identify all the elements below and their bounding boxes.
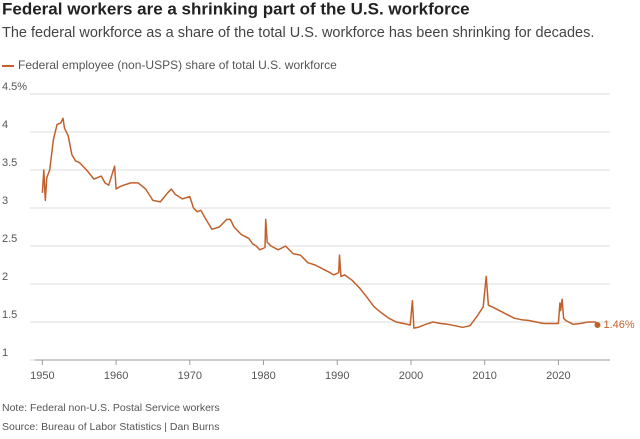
end-marker <box>594 322 601 329</box>
x-tick-label: 1960 <box>104 370 128 382</box>
source: Source: Bureau of Labor Statistics | Dan… <box>2 421 220 433</box>
x-tick-label: 1950 <box>30 370 54 382</box>
value-label: 1.46% <box>603 319 634 331</box>
x-tick-label: 2020 <box>546 370 570 382</box>
y-tick-label: 4 <box>2 119 8 131</box>
chart-subtitle: The federal workforce as a share of the … <box>2 25 594 41</box>
y-tick-label: 3.5 <box>2 157 17 169</box>
x-tick-label: 1970 <box>178 370 202 382</box>
y-tick-label: 1 <box>2 347 8 359</box>
x-tick-label: 2010 <box>472 370 496 382</box>
y-tick-label: 1.5 <box>2 309 17 321</box>
y-tick-label: 2 <box>2 271 8 283</box>
x-tick-label: 1980 <box>251 370 275 382</box>
line <box>41 117 599 329</box>
y-tick-label: 4.5% <box>2 81 27 93</box>
x-tick-label: 2000 <box>399 370 423 382</box>
y-tick-label: 2.5 <box>2 233 17 245</box>
legend-label: Federal employee (non-USPS) share of tot… <box>18 58 337 72</box>
y-tick-label: 3 <box>2 195 8 207</box>
chart-title: Federal workers are a shrinking part of … <box>2 0 470 18</box>
note: Note: Federal non-U.S. Postal Service wo… <box>2 402 220 414</box>
x-tick-label: 1990 <box>325 370 349 382</box>
